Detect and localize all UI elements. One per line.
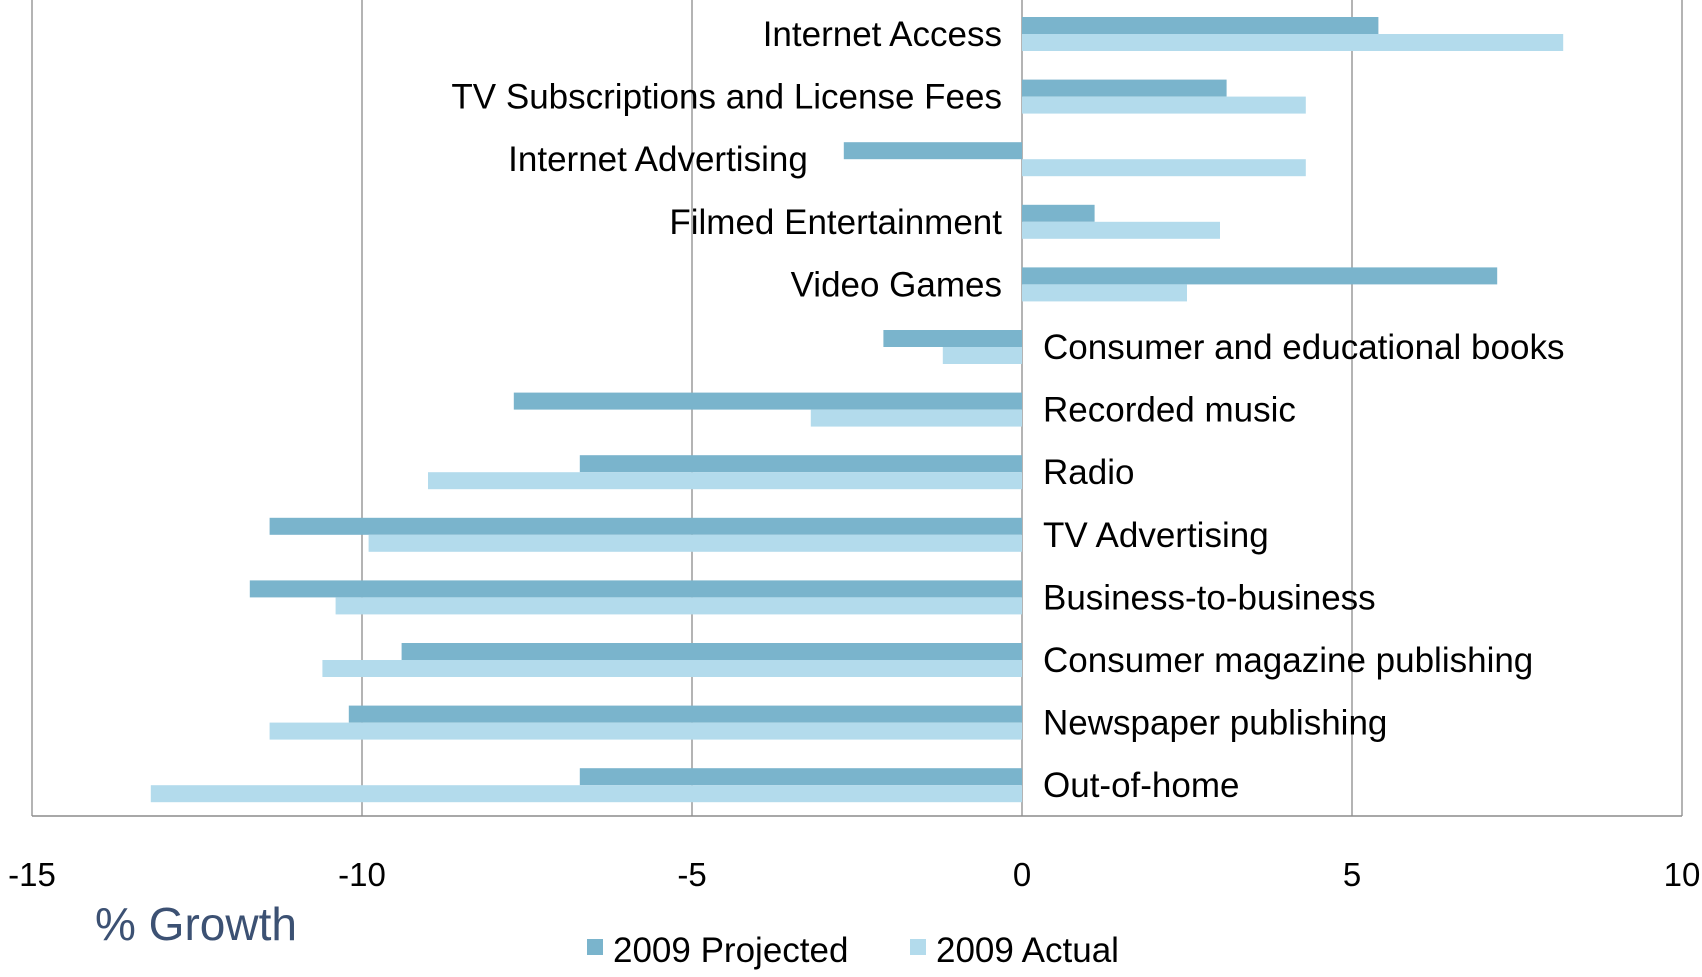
- bar-actual: [1022, 34, 1564, 51]
- bar-projected: [1022, 204, 1095, 222]
- category-label: Newspaper publishing: [1043, 704, 1387, 743]
- legend-label-projected: 2009 Projected: [613, 931, 848, 970]
- category-label: Business-to-business: [1043, 578, 1376, 617]
- legend-swatch-projected: [587, 939, 603, 955]
- bar-actual: [322, 660, 1022, 677]
- bar-projected: [513, 392, 1022, 410]
- bar-projected: [1022, 79, 1227, 97]
- bar-actual: [1022, 284, 1187, 302]
- category-label: Internet Advertising: [508, 140, 808, 179]
- bar-projected: [1022, 17, 1379, 34]
- bar-actual: [942, 347, 1022, 364]
- category-label: Radio: [1043, 453, 1134, 492]
- bar-actual: [335, 597, 1023, 615]
- bar-actual: [1022, 221, 1220, 239]
- legend-label-actual: 2009 Actual: [936, 931, 1119, 970]
- legend: 2009 Projected 2009 Actual: [587, 931, 1119, 970]
- category-label: Recorded music: [1043, 391, 1296, 430]
- bar-actual: [368, 534, 1023, 552]
- x-tick-label: 5: [1343, 856, 1361, 893]
- bar-projected: [579, 768, 1022, 786]
- category-label: Consumer magazine publishing: [1043, 641, 1533, 680]
- x-tick-label: -5: [677, 856, 706, 893]
- bar-actual: [1022, 159, 1306, 177]
- bar-projected: [883, 330, 1022, 347]
- category-label: TV Advertising: [1043, 516, 1269, 555]
- category-label: TV Subscriptions and License Fees: [451, 78, 1002, 117]
- bar-projected: [348, 705, 1022, 723]
- bars: [150, 17, 1564, 803]
- bar-actual: [810, 409, 1022, 427]
- bar-projected: [843, 142, 1022, 160]
- legend-swatch-actual: [910, 939, 926, 955]
- bar-actual: [1022, 96, 1306, 114]
- bar-projected: [249, 580, 1023, 598]
- category-label: Consumer and educational books: [1043, 328, 1564, 367]
- axes: -15 -10 -5 0 5 10: [8, 815, 1701, 893]
- bar-projected: [579, 455, 1022, 473]
- bar-actual: [428, 472, 1022, 490]
- x-tick-label: -15: [8, 856, 56, 893]
- bar-actual: [269, 722, 1023, 740]
- category-label: Video Games: [791, 265, 1002, 304]
- bar-projected: [1022, 267, 1498, 285]
- x-axis-title: % Growth: [95, 898, 297, 950]
- x-tick-label: 0: [1013, 856, 1031, 893]
- bar-projected: [401, 643, 1023, 660]
- category-labels: Internet Access TV Subscriptions and Lice…: [451, 15, 1564, 805]
- x-tick-label: 10: [1664, 856, 1701, 893]
- x-tick-label: -10: [338, 856, 386, 893]
- category-label: Out-of-home: [1043, 766, 1239, 805]
- category-label: Filmed Entertainment: [669, 203, 1002, 242]
- bar-projected: [269, 517, 1023, 535]
- bar-actual: [150, 785, 1023, 803]
- category-label: Internet Access: [763, 15, 1002, 54]
